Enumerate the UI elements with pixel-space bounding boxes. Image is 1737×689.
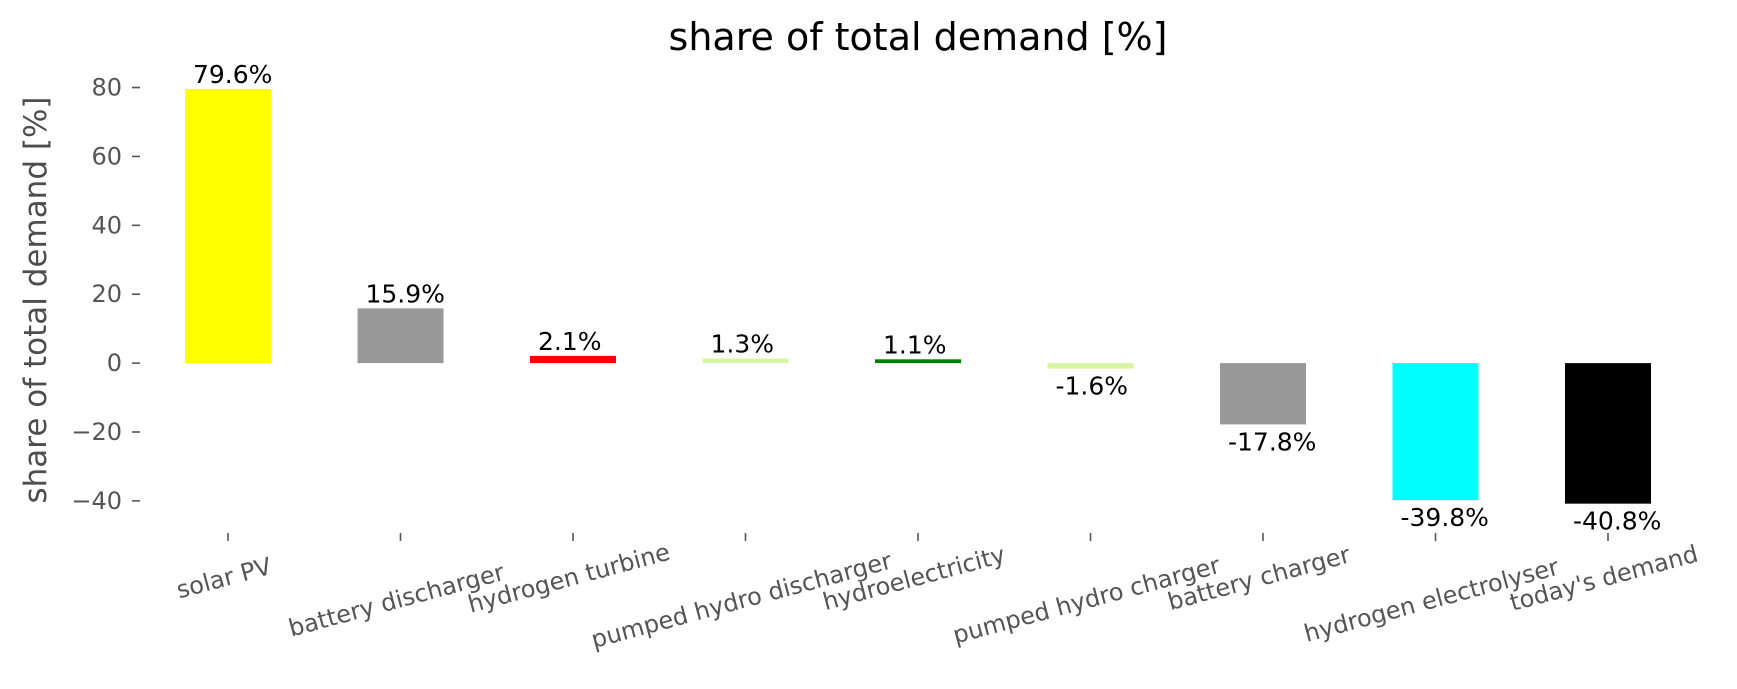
bar xyxy=(1047,363,1134,369)
bar xyxy=(1565,363,1651,504)
bar-value-label: 79.6% xyxy=(193,60,272,89)
y-axis-label: share of total demand [%] xyxy=(18,96,54,503)
x-tick-label: solar PV xyxy=(173,552,274,604)
y-tick-label: 80 xyxy=(91,74,122,102)
y-tick-label: 40 xyxy=(91,211,122,239)
chart-title: share of total demand [%] xyxy=(669,15,1168,59)
bar xyxy=(1220,363,1306,425)
bar xyxy=(357,308,444,364)
bar xyxy=(702,358,789,364)
data-labels-group: 79.6% 15.9% 2.1% 1.3% 1.1% -1.6% -17.8% -39.8% -… xyxy=(193,60,1661,536)
y-tick-label: −40 xyxy=(71,487,122,515)
y-axis: 80 60 40 20 0 −20 −40 xyxy=(71,74,140,515)
bar-value-label: 15.9% xyxy=(366,279,445,308)
y-tick-label: 0 xyxy=(107,349,122,377)
y-tick-label: −20 xyxy=(71,418,122,446)
bar-value-label: -17.8% xyxy=(1228,427,1316,456)
bar xyxy=(185,88,271,364)
bar-value-label: 1.3% xyxy=(711,330,775,359)
bars-group xyxy=(185,88,1651,504)
y-tick-label: 60 xyxy=(91,142,122,170)
bar-value-label: 2.1% xyxy=(538,327,602,356)
bar-value-label: -40.8% xyxy=(1573,507,1661,536)
bar-value-label: 1.1% xyxy=(883,330,947,359)
bar xyxy=(530,355,616,364)
bar-value-label: -1.6% xyxy=(1056,372,1129,401)
bar xyxy=(1392,363,1479,501)
bar-value-label: -39.8% xyxy=(1401,503,1489,532)
bar xyxy=(875,359,961,364)
y-tick-label: 20 xyxy=(91,280,122,308)
